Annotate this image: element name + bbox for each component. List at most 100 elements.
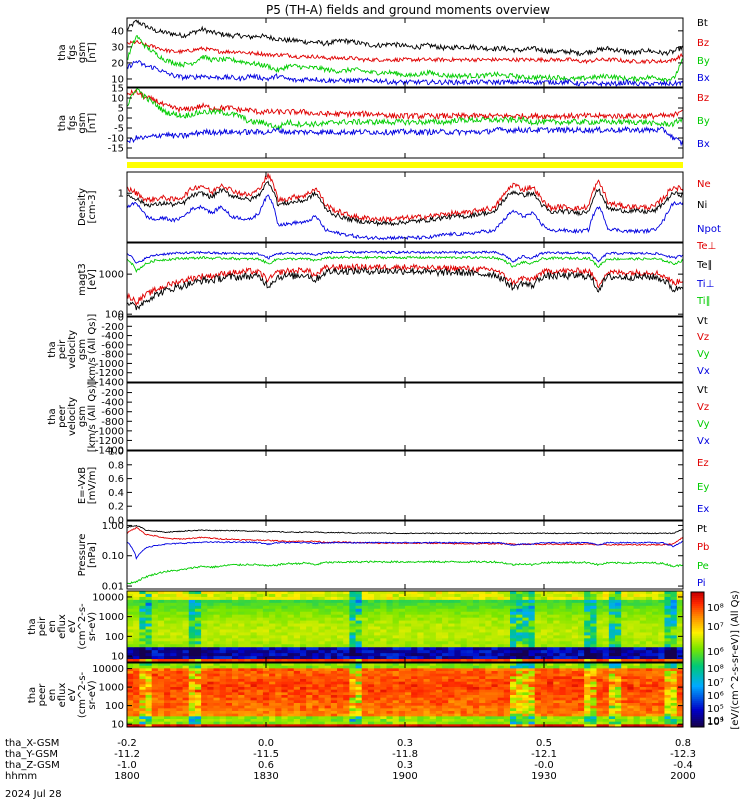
heatmap-cell: [219, 656, 227, 660]
heatmap-cell: [269, 629, 276, 634]
heatmap-cell: [207, 673, 215, 677]
heatmap-cell: [670, 629, 678, 634]
heatmap-cell: [497, 711, 505, 715]
heatmap-cell: [324, 681, 332, 685]
heatmap-cell: [361, 605, 369, 610]
heatmap-cell: [392, 650, 400, 654]
heatmap-cell: [405, 605, 412, 610]
y-axis-label: tha: [57, 115, 68, 131]
heatmap-cell: [460, 676, 468, 680]
heatmap-cell: [398, 705, 406, 709]
heatmap-cell: [565, 663, 573, 667]
heatmap-cell: [417, 689, 425, 693]
heatmap-cell: [367, 632, 375, 636]
heatmap-cell: [608, 679, 616, 683]
heatmap-cell: [608, 650, 616, 654]
heatmap-cell: [435, 653, 443, 657]
heatmap-cell: [164, 711, 171, 715]
heatmap-cell: [472, 692, 480, 696]
heatmap-cell: [652, 663, 659, 667]
heatmap-cell: [658, 684, 666, 688]
heatmap-cell: [510, 596, 517, 601]
heatmap-cell: [497, 614, 505, 619]
heatmap-cell: [571, 635, 579, 639]
heatmap-cell: [652, 611, 659, 616]
heatmap-cell: [182, 724, 190, 727]
heatmap-cell: [145, 711, 153, 715]
heatmap-cell: [411, 608, 418, 613]
heatmap-cell: [219, 614, 227, 619]
heatmap-cell: [398, 681, 406, 685]
heatmap-cell: [127, 684, 134, 688]
heatmap-cell: [244, 687, 252, 691]
heatmap-cell: [615, 719, 622, 723]
heatmap-cell: [213, 659, 221, 662]
heatmap-cell: [225, 713, 233, 717]
heatmap-cell: [225, 593, 233, 598]
y-axis-label: tha: [27, 687, 38, 703]
heatmap-cell: [127, 593, 134, 598]
heatmap-cell: [361, 599, 369, 604]
heatmap-cell: [442, 673, 449, 677]
heatmap-cell: [275, 638, 283, 642]
heatmap-cell: [256, 659, 264, 662]
heatmap-cell: [225, 611, 233, 616]
heatmap-cell: [497, 647, 505, 651]
heatmap-cell: [151, 659, 159, 662]
heatmap-cell: [621, 623, 628, 628]
heatmap-cell: [299, 629, 307, 634]
heatmap-cell: [182, 711, 190, 715]
heatmap-cell: [522, 697, 530, 701]
heatmap-cell: [429, 708, 437, 712]
heatmap-cell: [676, 687, 683, 691]
colorbar-segment: [691, 647, 704, 651]
heatmap-cell: [565, 656, 573, 660]
heatmap-cell: [380, 620, 388, 625]
heatmap-cell: [466, 687, 474, 691]
heatmap-cell: [337, 614, 344, 619]
heatmap-cell: [608, 617, 616, 622]
heatmap-cell: [559, 629, 567, 634]
colorbar-tick-label: 10⁶: [707, 647, 724, 658]
heatmap-cell: [442, 716, 449, 720]
heatmap-cell: [318, 641, 326, 645]
heatmap-cell: [380, 663, 388, 667]
heatmap-cell: [584, 611, 591, 616]
heatmap-cell: [164, 641, 171, 645]
heatmap-cell: [367, 676, 375, 680]
heatmap-cell: [621, 684, 628, 688]
heatmap-cell: [151, 668, 159, 672]
heatmap-cell: [207, 647, 215, 651]
heatmap-cell: [553, 632, 561, 636]
heatmap-cell: [232, 711, 239, 715]
heatmap-cell: [472, 713, 480, 717]
heatmap-cell: [435, 684, 443, 688]
heatmap-cell: [547, 679, 554, 683]
heatmap-cell: [170, 632, 178, 636]
heatmap-cell: [608, 623, 616, 628]
heatmap-cell: [145, 663, 153, 667]
heatmap-cell: [584, 659, 591, 662]
heatmap-cell: [287, 668, 295, 672]
heatmap-cell: [516, 599, 523, 604]
heatmap-cell: [510, 605, 517, 610]
heatmap-cell: [479, 679, 486, 683]
heatmap-cell: [367, 620, 375, 625]
heatmap-cell: [361, 647, 369, 651]
heatmap-cell: [318, 708, 326, 712]
heatmap-cell: [201, 668, 208, 672]
heatmap-cell: [448, 591, 456, 595]
heatmap-cell: [367, 705, 375, 709]
heatmap-cell: [262, 650, 270, 654]
heatmap-cell: [256, 653, 264, 657]
heatmap-cell: [664, 611, 672, 616]
heatmap-cell: [170, 614, 178, 619]
heatmap-cell: [633, 653, 641, 657]
heatmap-cell: [324, 673, 332, 677]
heatmap-cell: [429, 673, 437, 677]
heatmap-cell: [275, 620, 283, 625]
heatmap-cell: [299, 611, 307, 616]
heatmap-cell: [386, 713, 394, 717]
heatmap-cell: [540, 614, 548, 619]
heatmap-cell: [398, 653, 406, 657]
